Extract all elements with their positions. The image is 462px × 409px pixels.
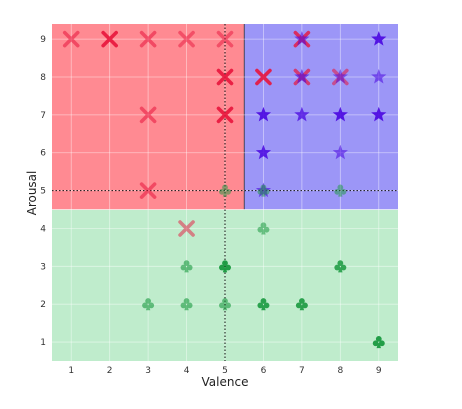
y-tick-label: 1 — [40, 338, 46, 348]
point-club — [257, 298, 270, 311]
x-tick-label: 7 — [299, 366, 305, 376]
point-club — [219, 184, 231, 197]
point-cross — [216, 106, 234, 124]
point-star — [371, 106, 387, 122]
point-cross — [101, 30, 118, 48]
x-axis-label: Valence — [202, 375, 249, 389]
x-tick-label: 6 — [261, 366, 267, 376]
point-star — [332, 144, 348, 160]
point-cross — [139, 30, 157, 48]
y-tick-label: 6 — [40, 149, 46, 159]
point-star — [332, 106, 348, 122]
point-star — [332, 69, 348, 84]
point-club — [295, 298, 308, 311]
x-tick-label: 3 — [145, 366, 151, 376]
point-club — [142, 298, 155, 311]
y-tick-label: 7 — [40, 111, 46, 121]
point-club — [334, 184, 347, 197]
point-star — [294, 69, 310, 84]
y-tick-label: 8 — [40, 73, 46, 83]
point-star — [255, 144, 272, 160]
point-club — [219, 298, 231, 311]
point-cross — [139, 106, 157, 124]
y-axis-label: Arousal — [25, 171, 39, 216]
point-cross — [62, 30, 80, 48]
x-tick-label: 1 — [68, 366, 74, 376]
point-club — [180, 260, 193, 273]
point-star — [255, 106, 272, 122]
x-tick-label: 2 — [107, 366, 113, 376]
y-tick-label: 5 — [40, 187, 46, 197]
point-cross — [178, 30, 195, 48]
point-star — [294, 31, 310, 46]
point-star — [371, 31, 387, 46]
point-cross — [216, 30, 234, 48]
point-star — [371, 69, 387, 84]
tick-labels: 1 2 3 4 5 6 7 8 9 1 2 3 4 5 6 7 8 9 — [40, 35, 382, 376]
y-tick-label: 2 — [40, 300, 46, 310]
point-cross — [139, 182, 157, 199]
point-club — [180, 298, 193, 311]
x-tick-label: 4 — [184, 366, 190, 376]
point-club — [257, 184, 270, 197]
point-club — [257, 222, 270, 235]
y-tick-label: 4 — [40, 224, 46, 234]
y-tick-label: 3 — [40, 262, 46, 272]
point-cross — [216, 68, 234, 86]
data-points — [62, 30, 387, 349]
point-club — [334, 260, 347, 273]
point-club — [372, 335, 385, 349]
x-tick-label: 5 — [222, 366, 228, 376]
y-tick-label: 9 — [40, 35, 46, 45]
point-club — [219, 260, 231, 273]
point-cross — [255, 68, 272, 86]
point-star — [294, 106, 310, 122]
region-high-arousal-high-valence — [244, 24, 398, 210]
point-cross — [178, 220, 195, 237]
x-tick-label: 8 — [337, 366, 343, 376]
x-tick-label: 9 — [376, 366, 382, 376]
